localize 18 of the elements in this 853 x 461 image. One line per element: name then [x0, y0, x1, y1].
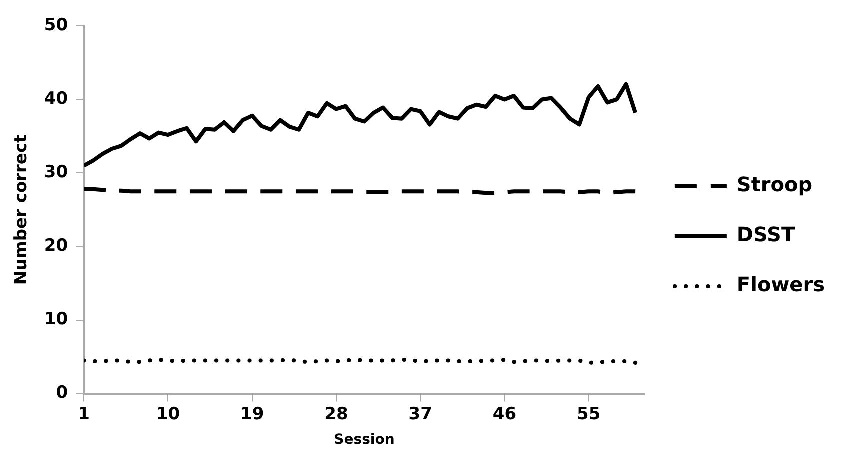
x-tick-label: 46 — [492, 404, 517, 424]
legend-label: Stroop — [736, 172, 813, 197]
legend-label: Flowers — [736, 272, 826, 297]
x-tick-label: 19 — [240, 404, 264, 424]
y-tick-label: 20 — [44, 236, 68, 256]
x-tick-label: 1 — [78, 404, 90, 424]
y-tick-label: 0 — [56, 383, 68, 404]
y-tick-label: 40 — [44, 89, 68, 110]
y-axis-title: Number correct — [12, 134, 32, 286]
x-axis-title: Session — [334, 432, 395, 448]
y-tick-label: 50 — [44, 16, 68, 36]
x-tick-label: 10 — [156, 404, 180, 424]
x-tick-label: 55 — [577, 404, 601, 424]
x-tick-label: 37 — [408, 404, 432, 424]
y-tick-label: 10 — [44, 310, 68, 330]
y-tick-label: 30 — [44, 162, 68, 183]
x-tick-label: 28 — [324, 404, 348, 424]
legend-label: DSST — [736, 222, 796, 247]
